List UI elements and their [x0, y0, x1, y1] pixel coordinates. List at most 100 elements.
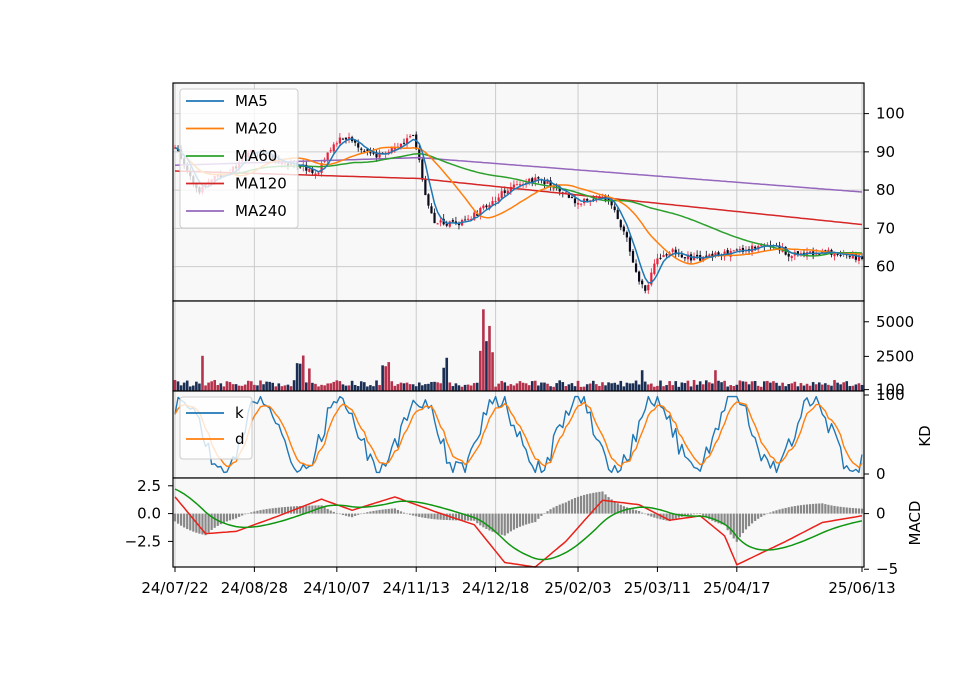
candle-body [390, 147, 393, 153]
price-ytick-label: 80 [876, 181, 895, 199]
macd-signal-line [174, 488, 863, 561]
candle-body [430, 206, 433, 214]
macd-histogram-bar [683, 513, 687, 517]
macd-histogram-bar [570, 499, 574, 514]
volume-bar [689, 386, 693, 391]
volume-bar [558, 380, 562, 391]
macd-histogram-bar [381, 509, 384, 514]
macd-histogram-bar [815, 503, 818, 514]
macd-histogram-bar [302, 505, 305, 514]
volume-bar [500, 380, 504, 391]
macd-histogram-bar [442, 513, 445, 520]
volume-bar [796, 386, 800, 391]
volume-bar [656, 385, 659, 391]
macd-histogram-bar [836, 506, 839, 514]
volume-bar [411, 384, 415, 391]
candle-body [735, 249, 738, 251]
volume-bar [475, 382, 479, 391]
candle-body [457, 223, 461, 226]
volume-bar [579, 386, 583, 391]
macd-histogram-bar [741, 513, 745, 534]
volume-bar [527, 385, 531, 391]
candle-body [754, 246, 757, 249]
macd-histogram-bar [793, 506, 796, 514]
candle-body [613, 206, 616, 211]
candle-body [515, 184, 519, 186]
volume-bar [442, 367, 445, 391]
volume-bar [301, 355, 305, 391]
volume-bar [744, 381, 748, 391]
candle-body [567, 193, 570, 198]
x-axis: 24/07/22 24/08/28 24/10/07 24/11/13 24/12/18… [141, 567, 896, 597]
volume-bar [280, 386, 284, 391]
volume-bar [833, 380, 836, 391]
macd-histogram-bar [326, 509, 329, 514]
macd-histogram-bar [665, 513, 668, 521]
macd-histogram-bar [317, 505, 320, 514]
candle-body [726, 250, 729, 256]
candle-body [827, 249, 830, 253]
price-ytick-label: 90 [876, 143, 895, 161]
macd-histogram-bar [821, 503, 824, 514]
macd-histogram-bar [760, 513, 763, 517]
macd-histogram-bar [241, 513, 244, 516]
macd-dif-line [174, 496, 863, 568]
macd-histogram-bar [671, 513, 674, 520]
volume-bar [387, 362, 391, 391]
x-tick-label: 24/08/28 [221, 579, 288, 597]
candle-body [427, 194, 430, 206]
volume-bar [585, 384, 589, 391]
macd-histogram-bar [366, 512, 369, 514]
volume-bar [793, 381, 797, 391]
macd-histogram-bar [283, 506, 287, 514]
volume-bar [704, 380, 708, 391]
macd-histogram-bar [344, 513, 348, 516]
candle-body [467, 218, 470, 220]
candle-body [839, 254, 842, 256]
candle-body [335, 143, 338, 145]
volume-bar [219, 383, 223, 391]
candle-body [622, 226, 625, 232]
candle-body [454, 221, 458, 223]
candle-body [552, 188, 555, 190]
macd-histogram-bar [350, 513, 354, 518]
macd-histogram-bar [833, 505, 836, 514]
volume-bar [784, 386, 787, 391]
candle-body [308, 168, 311, 172]
volume-bar [204, 385, 207, 391]
volume-bar [729, 385, 733, 391]
candle-body [659, 257, 662, 259]
candle-body [509, 186, 512, 192]
macd-left-ytick-label: 2.5 [137, 477, 161, 495]
volume-bar [570, 383, 574, 391]
macd-histogram-bar [277, 507, 280, 514]
macd-histogram-bar [757, 513, 760, 519]
volume-bar [424, 384, 427, 391]
macd-histogram-bar [357, 513, 360, 515]
volume-panel-background [173, 301, 864, 391]
macd-histogram-bar [262, 509, 265, 514]
candle-body [686, 254, 690, 260]
macd-histogram-bar [787, 507, 790, 514]
macd-histogram-bar [491, 513, 494, 532]
macd-histogram-bar [329, 510, 332, 514]
legend-label-d: d [235, 430, 245, 448]
volume-bar [738, 380, 742, 391]
macd-histogram-bar [592, 492, 595, 514]
macd-histogram-bar [824, 504, 827, 514]
macd-histogram-bar [225, 513, 229, 522]
x-tick-label: 25/02/03 [544, 579, 611, 597]
macd-histogram-bar [415, 513, 418, 517]
candle-body [424, 178, 427, 196]
macd-histogram-bar [396, 509, 399, 514]
volume-bar [185, 380, 189, 391]
candle-body [531, 178, 534, 183]
volume-bar [417, 382, 421, 391]
candle-body [634, 263, 638, 272]
volume-bar [292, 380, 296, 391]
macd-histogram-bar [729, 513, 732, 535]
volume-bar [408, 384, 412, 391]
macd-histogram-bar [384, 509, 387, 514]
volume-bar [628, 383, 632, 391]
volume-bar [653, 386, 656, 391]
